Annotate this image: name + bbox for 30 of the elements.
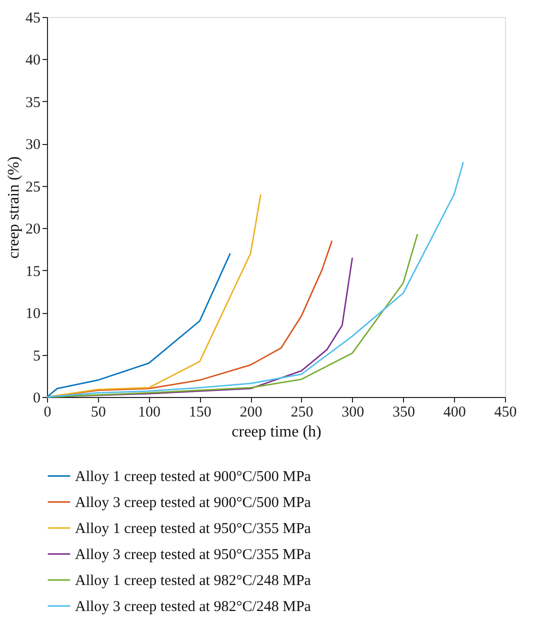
- x-axis-title: creep time (h): [232, 424, 322, 440]
- y-tick-label: 20: [26, 222, 40, 238]
- line-series: [46, 252, 231, 398]
- legend-label: Alloy 3 creep tested at 900°C/500 MPa: [75, 495, 312, 511]
- x-tick-label: 450: [494, 404, 517, 420]
- legend-label: Alloy 3 creep tested at 982°C/248 MPa: [75, 599, 312, 615]
- y-tick-label: 35: [26, 94, 40, 111]
- y-tick-label: 45: [26, 10, 40, 26]
- x-tick-label: 50: [90, 404, 106, 420]
- x-tick-label: 250: [290, 404, 314, 420]
- x-tick-label: 350: [392, 404, 415, 420]
- legend-label: Alloy 3 creep tested at 950°C/355 MPa: [75, 547, 312, 563]
- y-tick-label: 25: [26, 179, 40, 196]
- line-series: [46, 162, 464, 398]
- legend-label: Alloy 1 creep tested at 900°C/500 MPa: [75, 469, 312, 485]
- y-tick-label: 30: [26, 137, 40, 154]
- y-tick-label: 40: [26, 52, 40, 69]
- x-tick-label: 0: [44, 404, 52, 420]
- y-tick-label: 0: [33, 390, 40, 406]
- y-axis-title: creep strain (%): [6, 156, 22, 259]
- legend-label: Alloy 1 creep tested at 982°C/248 MPa: [75, 573, 312, 589]
- y-tick-label: 5: [33, 348, 40, 364]
- x-tick-label: 300: [342, 404, 364, 420]
- legend-label: Alloy 1 creep tested at 950°C/355 MPa: [75, 521, 312, 537]
- y-tick-label: 10: [26, 306, 40, 322]
- y-tick-label: 15: [26, 264, 40, 280]
- x-tick-label: 150: [188, 404, 212, 420]
- x-tick-label: 400: [443, 404, 466, 420]
- x-tick-label: 100: [138, 404, 161, 420]
- x-tick-label: 200: [240, 404, 262, 420]
